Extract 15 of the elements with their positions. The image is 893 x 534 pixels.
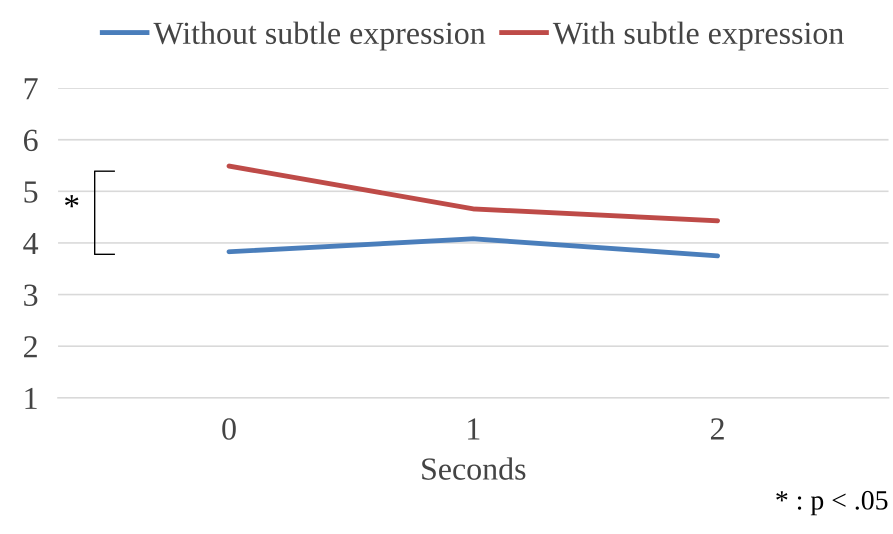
annotation: * [64,195,78,208]
legend-label: With subtle expression [552,22,844,51]
x-tick-label: 0 [222,418,236,440]
y-tick-label: 6 [24,130,38,152]
y-tick-label: 7 [24,78,38,100]
x-axis-title: Seconds [422,457,526,480]
text: * : p < .05 [776,490,888,516]
y-tick-label: 1 [25,388,37,409]
legend-label: Without subtle expression [153,22,486,51]
y-tick-label: 3 [24,284,38,306]
y-tick-label: 2 [24,336,37,358]
y-tick-label: 4 [23,233,38,254]
x-tick-label: 2 [710,418,724,440]
y-tick-label: 5 [24,182,38,203]
x-tick-label: 1 [468,418,480,440]
